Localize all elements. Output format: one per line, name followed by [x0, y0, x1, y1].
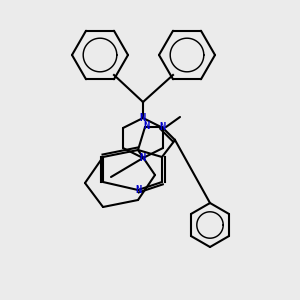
Text: N: N: [140, 113, 146, 123]
Text: N: N: [159, 122, 165, 132]
Text: N: N: [135, 185, 141, 195]
Text: N: N: [143, 121, 149, 131]
Text: N: N: [140, 153, 146, 163]
